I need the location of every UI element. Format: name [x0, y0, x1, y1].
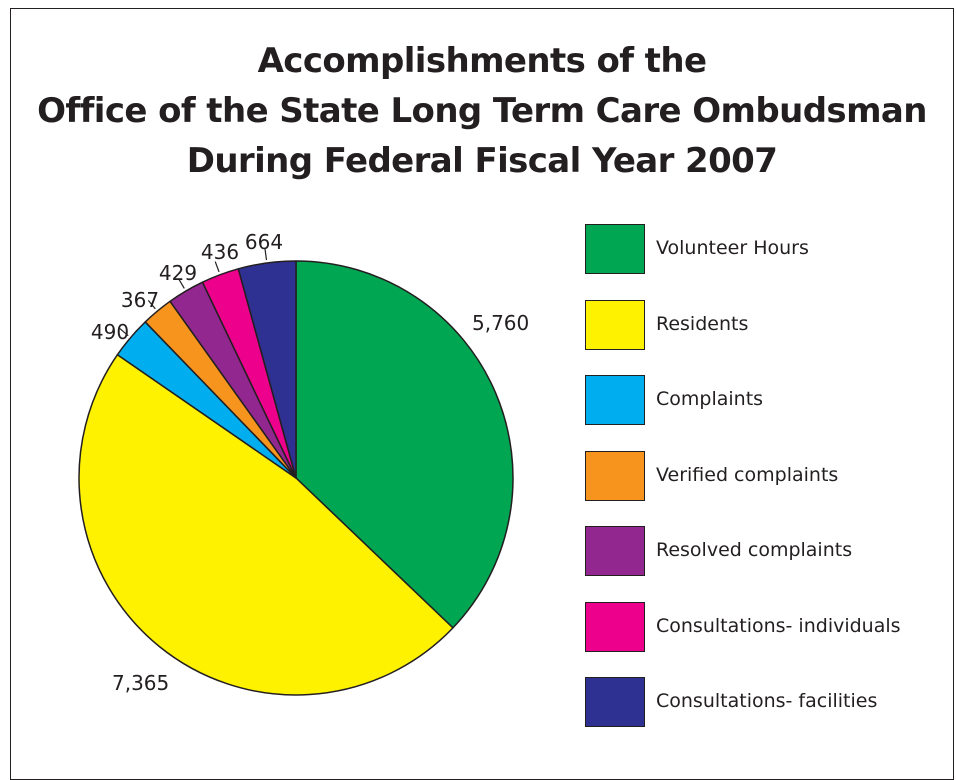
legend-swatch-verified-complaints: [585, 450, 645, 501]
data-label-volunteer-hours: 5,760: [472, 311, 529, 335]
pie-slice-volunteer-hours: [295, 260, 514, 629]
leader-line-resolved-complaints: [178, 278, 185, 289]
legend-label-resolved-complaints: Resolved complaints: [656, 539, 853, 561]
legend-label-verified-complaints: Verified complaints: [656, 463, 839, 486]
leader-line-complaints: [119, 328, 129, 337]
legend-item-complaints: Complaints: [585, 375, 945, 425]
legend-swatch-resolved-complaints: [585, 526, 645, 576]
title-line-3: During Federal Fiscal Year 2007: [186, 141, 778, 181]
leader-line-consultations-individuals: [214, 261, 220, 273]
data-label-verified-complaints: 367: [121, 288, 159, 312]
legend-item-consultations-individuals: Consultations- individuals: [585, 601, 945, 652]
legend-label-complaints: Complaints: [656, 388, 764, 410]
data-label-consultations-facilities: 664: [245, 230, 283, 254]
data-label-complaints: 490: [91, 320, 129, 344]
data-label-resolved-complaints: 429: [159, 261, 197, 285]
legend-item-verified-complaints: Verified complaints: [585, 450, 945, 501]
data-label-consultations-individuals: 436: [201, 240, 239, 264]
legend-item-residents: Residents: [585, 299, 945, 350]
legend-item-resolved-complaints: Resolved complaints: [585, 526, 945, 576]
pie-slice-consultations-facilities: [237, 260, 297, 479]
legend-label-volunteer-hours: Volunteer Hours: [656, 237, 809, 259]
legend-swatch-volunteer-hours: [585, 224, 645, 274]
legend-swatch-consultations-individuals: [585, 601, 645, 652]
legend-swatch-residents: [585, 299, 645, 350]
title-line-1: Accomplishments of the: [257, 41, 707, 81]
leader-line-verified-complaints: [147, 300, 156, 310]
legend-swatch-complaints: [585, 375, 645, 425]
chart-title: Accomplishments of the Office of the Sta…: [10, 36, 954, 186]
legend-label-consultations-individuals: Consultations- individuals: [656, 614, 901, 637]
legend-label-residents: Residents: [656, 312, 749, 335]
legend-item-consultations-facilities: Consultations- facilities: [585, 677, 945, 727]
title-line-2: Office of the State Long Term Care Ombud…: [37, 91, 927, 131]
pie-slice-residents: [78, 353, 454, 696]
legend-item-volunteer-hours: Volunteer Hours: [585, 224, 945, 274]
legend-label-consultations-facilities: Consultations- facilities: [656, 690, 878, 712]
leader-line-consultations-facilities: [264, 249, 268, 261]
data-label-residents: 7,365: [112, 671, 169, 695]
legend-swatch-consultations-facilities: [585, 677, 645, 727]
